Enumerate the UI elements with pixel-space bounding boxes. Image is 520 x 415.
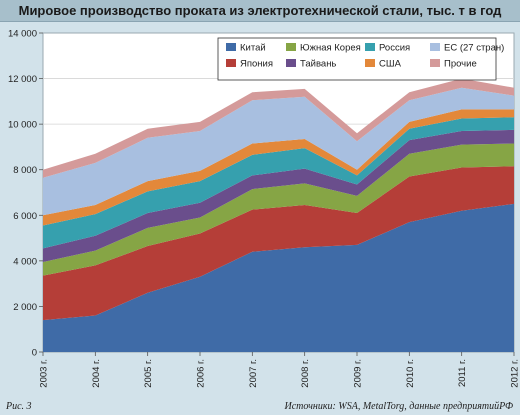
footer: Рис. 3 Источники: WSA, MetalTorg, данные… <box>0 399 520 415</box>
area-китай <box>43 203 514 352</box>
chart-title: Мировое производство проката из электрот… <box>18 3 502 18</box>
legend-swatch-китай <box>226 43 236 51</box>
y-axis: 0 2 000 4 000 6 000 8 000 10 000 12 000 14 000 <box>8 29 43 359</box>
x-axis: 2003 г. 2004 г. 2005 г. 2006 г. 2007 г. 2008 … <box>39 352 520 388</box>
y-tick-label: 8 000 <box>13 165 37 176</box>
y-tick-label: 10 000 <box>8 120 37 131</box>
x-tick-label: 2010 г. <box>405 359 416 388</box>
area-тайвань <box>43 129 514 262</box>
area-ес-27-стран- <box>43 87 514 216</box>
figure-label: Рис. 3 <box>6 401 32 412</box>
legend-box <box>217 37 497 81</box>
legend: Китай Южная Корея Россия ЕС (27 стран) Япони… <box>217 37 504 81</box>
legend-swatch-япония <box>226 59 236 67</box>
legend-label-россия: Россия <box>379 43 410 54</box>
y-tick-label: 2 000 <box>13 302 37 313</box>
x-tick-label: 2012 г. <box>510 359 520 388</box>
x-tick-label: 2005 г. <box>143 359 154 388</box>
legend-label-сша: США <box>379 59 402 70</box>
legend-swatch-ес-27-стран- <box>430 43 440 51</box>
area-прочие <box>43 78 514 178</box>
chart-title-bar: Мировое производство проката из электрот… <box>0 0 520 22</box>
legend-label-ес-27-стран-: ЕС (27 стран) <box>444 43 504 54</box>
y-tick-label: 12 000 <box>8 74 37 85</box>
y-tick-label: 6 000 <box>13 211 37 222</box>
y-tick-label: 0 <box>32 348 37 359</box>
x-tick-label: 2007 г. <box>248 359 259 388</box>
legend-swatch-россия <box>365 43 375 51</box>
legend-label-южная-корея: Южная Корея <box>300 43 361 54</box>
legend-swatch-южная-корея <box>286 43 296 51</box>
area-южная-корея <box>43 143 514 276</box>
x-tick-label: 2003 г. <box>39 359 50 388</box>
x-tick-label: 2009 г. <box>353 359 364 388</box>
legend-swatch-прочие <box>430 59 440 67</box>
x-tick-label: 2004 г. <box>91 359 102 388</box>
x-tick-label: 2011 г. <box>457 359 468 387</box>
legend-label-прочие: Прочие <box>444 59 477 70</box>
legend-swatch-тайвань <box>286 59 296 67</box>
legend-label-тайвань: Тайвань <box>300 59 336 70</box>
legend-label-япония: Япония <box>240 59 273 70</box>
source-note: Источники: WSA, MetalTorg, данные предпр… <box>284 401 513 412</box>
legend-label-китай: Китай <box>240 43 266 54</box>
area-series <box>43 78 514 352</box>
area-россия <box>43 117 514 249</box>
area-япония <box>43 166 514 321</box>
y-tick-label: 14 000 <box>8 29 37 40</box>
y-tick-label: 4 000 <box>13 256 37 267</box>
x-tick-label: 2008 г. <box>300 359 311 388</box>
x-tick-label: 2006 г. <box>196 359 207 388</box>
area-сша <box>43 109 514 226</box>
legend-swatch-сша <box>365 59 375 67</box>
